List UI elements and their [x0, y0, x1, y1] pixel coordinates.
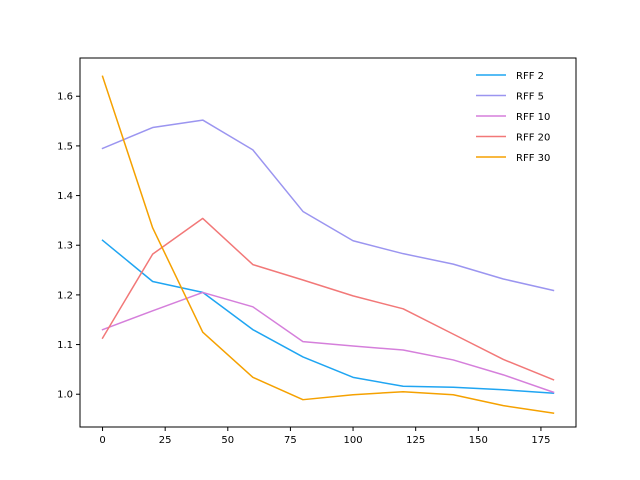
x-tick-label: 25 [159, 435, 172, 446]
x-tick-label: 100 [344, 435, 363, 446]
y-tick-label: 1.0 [57, 390, 73, 401]
x-tick-label: 75 [284, 435, 297, 446]
x-tick-label: 150 [469, 435, 488, 446]
x-tick-label: 125 [406, 435, 425, 446]
y-axis: 1.0 1.1 1.2 1.3 1.4 1.5 1.6 [57, 92, 80, 401]
y-tick-label: 1.1 [57, 340, 73, 351]
series-line-rff-2 [101, 239, 555, 395]
series-line-rff-5 [101, 119, 555, 292]
plot-frame [79, 57, 577, 428]
series-line-rff-20 [101, 217, 555, 381]
series-line-rff-30 [101, 75, 555, 414]
legend-label: RFF 5 [516, 92, 544, 103]
y-tick-label: 1.3 [57, 241, 73, 252]
x-tick-label: 50 [221, 435, 234, 446]
legend-label: RFF 10 [516, 112, 550, 123]
series-line-rff-10 [101, 291, 555, 394]
legend-label: RFF 30 [516, 153, 550, 164]
y-tick-label: 1.6 [57, 92, 73, 103]
x-tick-label: 0 [99, 435, 105, 446]
legend-label: RFF 20 [516, 133, 550, 144]
y-tick-label: 1.5 [57, 141, 73, 152]
x-axis: 0 25 50 75 100 125 150 175 [99, 427, 550, 446]
y-tick-label: 1.2 [57, 290, 73, 301]
y-tick-label: 1.4 [57, 191, 73, 202]
plot-lines [101, 75, 555, 414]
x-tick-label: 175 [531, 435, 550, 446]
legend-label: RFF 2 [516, 71, 544, 82]
legend: RFF 2 RFF 5 RFF 10 RFF 20 RFF 30 [476, 71, 550, 164]
